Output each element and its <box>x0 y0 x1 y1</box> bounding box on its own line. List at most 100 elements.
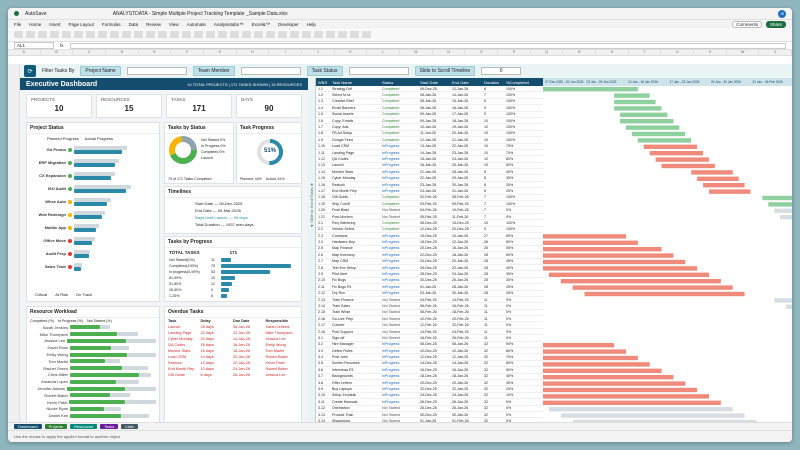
table-row[interactable]: 3.6 Interviews R1 InProgress 16-Dec-25 16-Ja… <box>316 367 543 374</box>
overdue-row[interactable]: Cyber Monday 20 days 14-Jan-26 Jessica Lee <box>165 336 301 342</box>
table-row[interactable]: 3.4 Post Jobs InProgress 12-Dec-25 12-Jan-26… <box>316 354 543 361</box>
overdue-row[interactable]: Landing Page 22 days 12-Jan-26 Mike Thompso… <box>165 330 301 336</box>
table-row[interactable]: 1.13 Launch InProgress 16-Jan-26 25-Jan-26 10… <box>316 163 543 170</box>
column-header[interactable]: W <box>727 50 760 55</box>
column-header[interactable]: L <box>367 50 401 55</box>
table-row[interactable]: 1.11 Landing Page InProgress 14-Jan-26 23-Ja… <box>316 150 543 157</box>
overdue-row[interactable]: End Month Rep 10 days 24-Jan-26 Robert Bake… <box>165 366 301 372</box>
table-row[interactable]: 2.18 Post Support Not Started 14-Feb-26 24-F… <box>316 329 543 336</box>
menu-data[interactable]: Data <box>128 21 139 27</box>
timeline-scroll-value[interactable]: 0 <box>481 67 522 75</box>
task-status-filter[interactable]: Task Status <box>306 66 343 76</box>
table-row[interactable]: 1.21 Post-Mortem Not Started 05-Feb-26 11-Fe… <box>316 214 543 221</box>
ribbon-button[interactable] <box>218 31 227 38</box>
column-header[interactable]: X <box>759 50 792 55</box>
column-header[interactable]: I <box>269 50 303 55</box>
column-header[interactable]: S <box>596 50 629 55</box>
column-header[interactable]: T <box>629 50 662 55</box>
column-header[interactable]: J <box>302 50 335 55</box>
ribbon-button[interactable] <box>338 31 347 38</box>
overdue-row[interactable]: Gift Guide 8 days 26-Jan-26 Jessica Lee <box>165 372 301 378</box>
ribbon-button[interactable] <box>74 31 83 38</box>
project-name-filter[interactable]: Project Name <box>80 66 121 76</box>
sheet-tab-tasks[interactable]: Tasks <box>100 424 119 429</box>
table-row[interactable]: 3.8 Offer Letters InProgress 20-Dec-25 20-Ja… <box>316 380 543 387</box>
menu-view[interactable]: View <box>168 21 179 27</box>
table-col-header[interactable]: Task Name <box>332 79 353 85</box>
table-row[interactable]: 1.20 Final Blast Not Started 04-Feb-26 10-Fe… <box>316 207 543 214</box>
ribbon-button[interactable] <box>110 31 119 38</box>
formula-input[interactable] <box>69 42 786 49</box>
column-header[interactable]: R <box>563 50 597 55</box>
table-row[interactable]: 2.12 Dry Run InProgress 03-Jan-26 30-Jan-26 2… <box>316 291 543 297</box>
ribbon-button[interactable] <box>278 31 287 38</box>
table-col-header[interactable]: End Date <box>452 79 469 85</box>
column-header[interactable]: O <box>465 50 499 55</box>
column-header[interactable]: V <box>694 50 727 55</box>
table-row[interactable]: 2.3 Contracts InProgress 15-Dec-25 10-Jan-26… <box>316 233 543 240</box>
ribbon-button[interactable] <box>230 31 239 38</box>
ribbon-button[interactable] <box>62 31 71 38</box>
table-row[interactable]: 2.17 Cutover Not Started 12-Feb-26 22-Feb-26… <box>316 322 543 329</box>
table-row[interactable]: 2.15 Train Whse Not Started 08-Feb-26 18-Feb… <box>316 310 543 317</box>
table-row[interactable]: 1.3 Creative Brief Completed 08-Jan-26 15-Ja… <box>316 99 543 106</box>
timeline-scroll-label[interactable]: Slide to Scroll Timeline <box>414 66 476 76</box>
table-row[interactable]: 1.8 FB Ad Setup Completed 11-Jan-26 20-Jan-2… <box>316 131 543 138</box>
column-header[interactable]: K <box>335 50 368 55</box>
table-row[interactable]: 2.5 Map Finance InProgress 20-Dec-25 16-Jan-… <box>316 246 543 253</box>
ribbon-button[interactable] <box>242 31 251 38</box>
table-row[interactable]: 1.2 Select M.ss Completed 08-Jan-26 14-Jan-2… <box>316 92 543 99</box>
comments-button[interactable]: Comments <box>732 20 762 28</box>
table-row[interactable]: 2.16 Go-Live Prep Not Started 10-Feb-26 20-F… <box>316 316 543 323</box>
table-row[interactable]: 1.18 Gift Guide Completed 02-Feb-26 08-Feb-2… <box>316 195 543 202</box>
column-header[interactable]: D <box>106 50 139 55</box>
column-header[interactable]: U <box>661 50 695 55</box>
share-button[interactable]: Share <box>765 20 786 28</box>
table-row[interactable]: 2.1 Req Gathering Completed 06-Dec-25 15-Dec… <box>316 220 543 227</box>
ribbon-button[interactable] <box>14 31 23 38</box>
table-row[interactable]: 3.11 Create Manuals InProgress 26-Dec-25 26-… <box>316 399 543 406</box>
table-row[interactable]: 1.5 Social Assets Completed 09-Jan-26 17-Jan… <box>316 112 543 118</box>
sheet-tab-dashboard[interactable]: Dashboard <box>14 424 42 429</box>
task-scroll-slider[interactable]: ◄ Slide to Scroll Tasks ► <box>308 78 316 430</box>
table-row[interactable]: 2.10 Fix Bugs InProgress 30-Dec-25 26-Jan-26… <box>316 278 543 285</box>
ribbon-button[interactable] <box>134 31 143 38</box>
ribbon-button[interactable] <box>38 31 47 38</box>
table-col-header[interactable]: %Completed <box>506 79 529 85</box>
ribbon-button[interactable] <box>98 31 107 38</box>
table-row[interactable]: 1.7 Copy: Ads Completed 10-Jan-26 19-Jan-26 1… <box>316 124 543 131</box>
table-row[interactable]: 1.6 Copy: Emails Completed 09-Jan-26 18-Jan-… <box>316 118 543 125</box>
table-row[interactable]: 2.9 Pilot Alert InProgress 28-Dec-25 24-Jan-… <box>316 271 543 278</box>
ribbon-button[interactable] <box>326 31 335 38</box>
menu-file[interactable]: File <box>14 21 22 27</box>
column-header[interactable]: N <box>433 50 466 55</box>
ribbon-button[interactable] <box>350 31 359 38</box>
name-box[interactable]: AL1 <box>14 42 54 49</box>
table-row[interactable]: 2.14 Train Sales Not Started 06-Feb-26 16-Fe… <box>316 303 543 310</box>
menu-insert[interactable]: Insert <box>49 21 61 27</box>
column-header[interactable]: C <box>73 50 107 55</box>
ribbon-button[interactable] <box>206 31 215 38</box>
ribbon-button[interactable] <box>182 31 191 38</box>
menu-page-layout[interactable]: Page Layout <box>68 21 94 27</box>
menu-home[interactable]: Home <box>29 21 42 27</box>
menu-help[interactable]: Help <box>306 21 316 27</box>
table-col-header[interactable]: WBS <box>318 79 328 85</box>
table-row[interactable]: 2.2 Vendor Select Completed 12-Dec-25 20-Dec… <box>316 227 543 233</box>
ribbon-button[interactable] <box>290 31 299 38</box>
menu-analysistabs[interactable]: Analysistabs™ <box>213 21 244 27</box>
table-row[interactable]: 3.1 Sign-off Not Started 16-Feb-26 26-Feb-26… <box>316 335 543 342</box>
menu-formulas[interactable]: Formulas <box>101 21 121 27</box>
ribbon-button[interactable] <box>170 31 179 38</box>
table-row[interactable]: 3.9 Buy Laptops InProgress 22-Dec-25 22-Jan-… <box>316 386 543 393</box>
autosave-label[interactable]: AutoSave <box>25 10 47 17</box>
table-row[interactable]: 2.4 Hardware Buy InProgress 18-Dec-25 12-Jan… <box>316 239 543 246</box>
task-status-value[interactable] <box>348 67 409 75</box>
column-header[interactable]: M <box>400 50 433 55</box>
sheet-tab-lists[interactable]: Lists <box>121 424 138 429</box>
team-member-filter[interactable]: Team Member <box>192 66 235 76</box>
table-row[interactable]: 3.5 Screen Resumes InProgress 14-Dec-25 14-J… <box>316 361 543 368</box>
column-header[interactable]: P <box>498 50 531 55</box>
ribbon-button[interactable] <box>254 31 263 38</box>
menu-review[interactable]: Review <box>146 21 161 27</box>
